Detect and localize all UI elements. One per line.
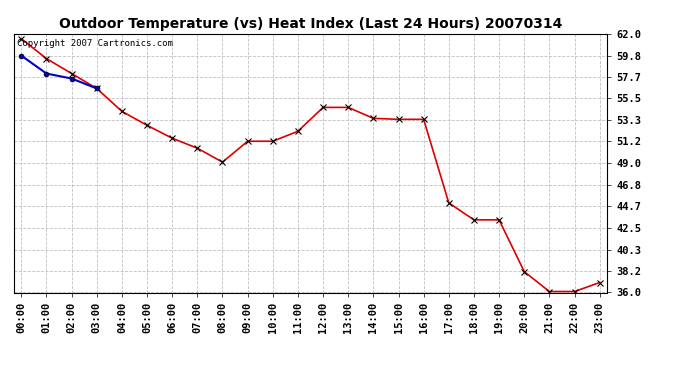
Title: Outdoor Temperature (vs) Heat Index (Last 24 Hours) 20070314: Outdoor Temperature (vs) Heat Index (Las… xyxy=(59,17,562,31)
Text: Copyright 2007 Cartronics.com: Copyright 2007 Cartronics.com xyxy=(17,39,172,48)
